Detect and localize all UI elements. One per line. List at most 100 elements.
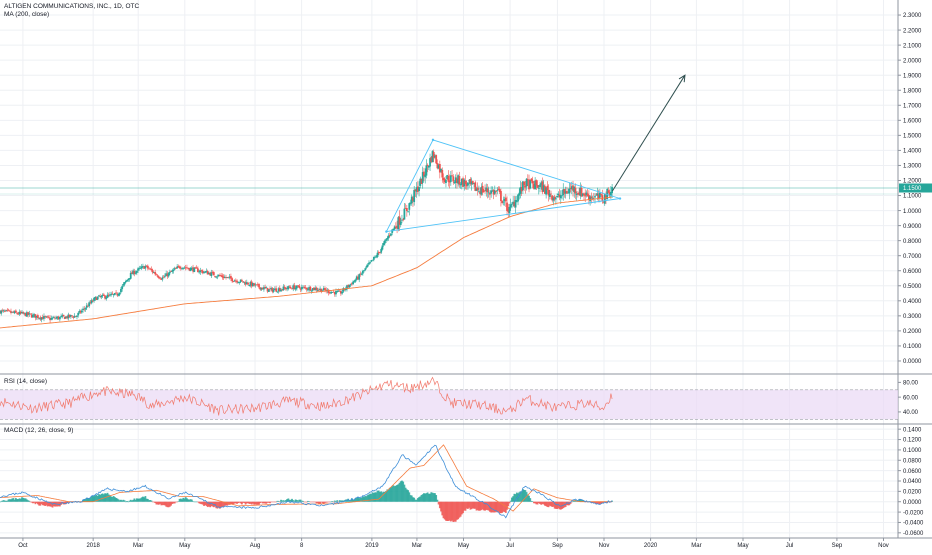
candle-body — [443, 179, 446, 183]
macd-histogram-bar — [410, 495, 413, 502]
macd-histogram-bar — [519, 491, 522, 502]
macd-histogram-bar — [52, 501, 55, 507]
candle-body — [249, 282, 252, 286]
candle-body — [589, 196, 592, 202]
macd-histogram-bar — [34, 501, 37, 505]
candle-body — [355, 276, 358, 280]
macd-histogram-bar — [256, 501, 259, 505]
candle-body — [447, 175, 450, 182]
macd-histogram-bar — [437, 501, 440, 505]
candle-body — [102, 294, 105, 296]
candle-body — [111, 293, 114, 295]
macd-histogram-bar — [144, 496, 147, 502]
candle-body — [241, 279, 243, 281]
macd-histogram-bar — [258, 501, 260, 505]
candle-body — [475, 188, 478, 191]
candle-body — [332, 291, 335, 293]
macd-histogram-bar — [28, 500, 31, 502]
candle-body — [357, 276, 359, 280]
macd-histogram-bar — [245, 501, 248, 504]
macd-histogram-bar — [306, 500, 309, 502]
candle-body — [222, 276, 225, 279]
macd-histogram-bar — [573, 500, 576, 502]
macd-histogram-bar — [25, 499, 28, 502]
macd-histogram-bar — [167, 501, 170, 508]
candle-body — [481, 185, 484, 193]
candle-body — [209, 272, 212, 276]
macd-histogram-bar — [382, 491, 385, 502]
candle-body — [474, 182, 477, 191]
macd-histogram-bar — [210, 501, 213, 507]
candle-body — [94, 296, 97, 299]
macd-histogram-bar — [350, 498, 353, 502]
time-axis-label: Nov — [599, 543, 610, 549]
candle-body — [486, 188, 489, 193]
macd-histogram-bar — [248, 501, 251, 504]
macd-histogram-bar — [247, 501, 249, 504]
macd-histogram-bar — [581, 500, 584, 502]
macd-histogram-bar — [518, 492, 521, 502]
candle-body — [291, 288, 293, 290]
candle-body — [170, 271, 172, 272]
candle-body — [137, 268, 139, 271]
candle-body — [537, 187, 540, 189]
macd-histogram-bar — [539, 501, 541, 504]
candle-body — [370, 260, 373, 262]
candle-body — [412, 197, 414, 201]
candle-body — [542, 185, 545, 192]
candle-body — [598, 192, 601, 198]
candle-body — [275, 288, 278, 292]
candle-body — [216, 276, 219, 278]
macd-histogram-bar — [371, 492, 374, 502]
macd-histogram-bar — [308, 501, 311, 502]
macd-histogram-bar — [386, 489, 389, 502]
macd-histogram-bar — [149, 500, 152, 502]
time-axis-label: May — [737, 543, 748, 549]
candle-body — [525, 178, 528, 187]
candle-body — [578, 192, 581, 196]
candle-body — [272, 289, 275, 292]
candle-body — [407, 210, 409, 212]
candle-body — [383, 240, 386, 244]
candle-body — [416, 186, 419, 192]
price-pane — [0, 74, 898, 329]
candle-body — [277, 288, 280, 292]
candle-body — [574, 187, 577, 194]
macd-histogram-bar — [503, 501, 506, 512]
macd-histogram-bar — [287, 498, 290, 502]
candle-body — [470, 181, 473, 185]
macd-histogram-bar — [205, 501, 208, 506]
macd-histogram-bar — [559, 501, 562, 510]
macd-histogram-bar — [165, 501, 168, 507]
macd-histogram-bar — [65, 501, 67, 505]
candle-body — [396, 225, 398, 229]
candle-body — [197, 268, 199, 273]
macd-histogram-bar — [458, 501, 461, 518]
macd-axis-label: -0.0200 — [903, 510, 924, 516]
macd-histogram-bar — [495, 501, 497, 512]
candle-body — [327, 289, 330, 293]
candle-body — [89, 302, 92, 304]
macd-histogram-bar — [314, 501, 317, 503]
candle-body — [311, 288, 314, 291]
candle-body — [438, 163, 441, 173]
macd-histogram-bar — [546, 501, 549, 507]
candle-body — [511, 203, 513, 205]
candle-body — [587, 195, 590, 200]
candle-body — [530, 178, 533, 182]
candle-body — [8, 310, 11, 312]
macd-histogram-bar — [166, 501, 169, 508]
candle-body — [6, 309, 9, 311]
candle-body — [380, 249, 383, 253]
rsi-band — [0, 389, 898, 420]
candle-body — [463, 179, 466, 187]
candle-body — [28, 313, 31, 315]
macd-histogram-bar — [432, 493, 435, 502]
candle-body — [452, 176, 455, 182]
candle-body — [359, 273, 362, 275]
candle-body — [99, 296, 102, 297]
macd-histogram-bar — [16, 499, 19, 502]
candle-body — [63, 316, 66, 320]
candle-body — [159, 277, 161, 279]
candle-body — [78, 310, 81, 313]
